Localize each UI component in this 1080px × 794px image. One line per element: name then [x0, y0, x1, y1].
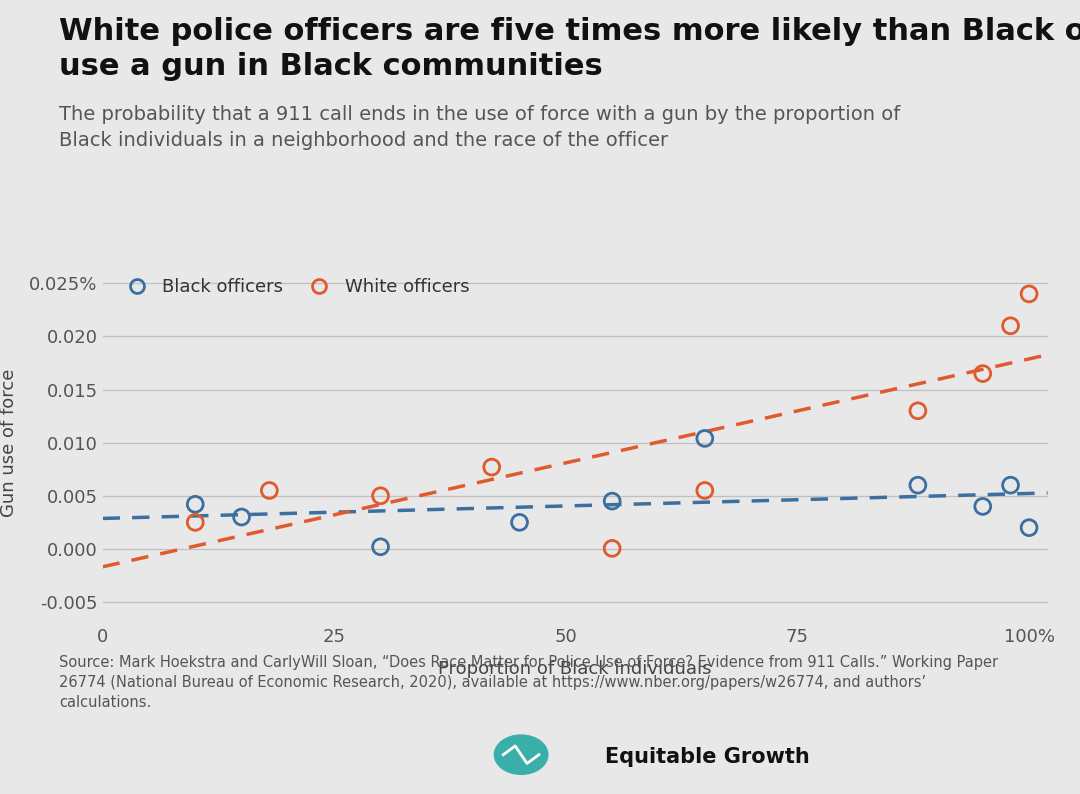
Y-axis label: Gun use of force: Gun use of force: [0, 368, 18, 517]
Point: [1021, 522, 1038, 534]
Point: [187, 516, 204, 529]
Point: [909, 404, 927, 417]
X-axis label: Proportion of Black individuals: Proportion of Black individuals: [438, 660, 712, 678]
Point: [909, 479, 927, 491]
Legend: Black officers, White officers: Black officers, White officers: [111, 271, 476, 303]
Point: [1002, 319, 1020, 332]
Point: [260, 484, 278, 497]
Point: [372, 541, 389, 553]
Point: [604, 542, 621, 555]
Point: [974, 500, 991, 513]
Point: [233, 511, 251, 523]
Point: [604, 495, 621, 507]
Circle shape: [495, 735, 548, 774]
Point: [372, 489, 389, 502]
Point: [483, 461, 500, 473]
Point: [974, 368, 991, 380]
Point: [187, 498, 204, 511]
Text: Source: Mark Hoekstra and CarlyWill Sloan, “Does Race Matter for Police Use of F: Source: Mark Hoekstra and CarlyWill Sloa…: [59, 655, 999, 710]
Point: [697, 432, 714, 445]
Point: [1021, 287, 1038, 300]
Point: [511, 516, 528, 529]
Point: [1002, 479, 1020, 491]
Text: The probability that a 911 call ends in the use of force with a gun by the propo: The probability that a 911 call ends in …: [59, 105, 901, 149]
Point: [697, 484, 714, 497]
Text: Equitable Growth: Equitable Growth: [605, 746, 810, 767]
Text: White police officers are five times more likely than Black officers to
use a gu: White police officers are five times mor…: [59, 17, 1080, 81]
